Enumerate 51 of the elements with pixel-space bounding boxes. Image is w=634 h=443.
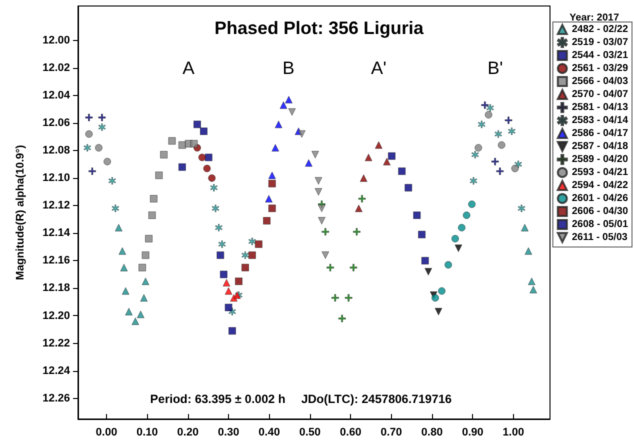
x-tick-label: 0.00 [96, 426, 118, 438]
x-tick-label: 0.80 [421, 426, 443, 438]
y-tick-label: 12.12 [42, 200, 70, 212]
legend-label: 2519 - 03/07 [572, 37, 628, 48]
legend-title: Year: 2017 [570, 12, 620, 24]
annotation: B' [488, 58, 503, 78]
y-tick-label: 12.04 [42, 89, 71, 102]
x-tick-label: 0.40 [258, 426, 280, 438]
x-tick-label: 0.50 [299, 426, 321, 438]
x-tick-label: 0.60 [340, 426, 362, 438]
x-tick-label: 0.10 [136, 426, 158, 438]
legend-label: 2608 - 05/01 [572, 219, 628, 230]
annotation: Period: 63.395 ± 0.002 h [150, 392, 286, 406]
legend-label: 2606 - 04/30 [572, 206, 628, 217]
annotation: A [182, 58, 194, 78]
y-tick-label: 12.22 [42, 337, 70, 350]
legend-label: 2586 - 04/17 [572, 128, 628, 139]
legend-label: 2594 - 04/22 [572, 180, 628, 191]
x-tick-label: 0.70 [380, 426, 402, 438]
y-axis-title: Magnitude(R) alpha(10.9°) [14, 144, 26, 280]
y-tick-label: 12.14 [42, 227, 71, 240]
legend-label: 2589 - 04/20 [572, 154, 628, 165]
x-tick-label: 0.90 [462, 426, 484, 438]
annotation: B [282, 58, 295, 78]
y-tick-label: 12.00 [42, 34, 70, 46]
legend-label: 2482 - 02/22 [572, 24, 628, 35]
x-tick-label: 0.30 [218, 426, 240, 438]
legend-label: 2544 - 03/21 [572, 50, 628, 61]
legend-label: 2570 - 04/07 [572, 89, 628, 100]
y-tick-label: 12.18 [42, 282, 70, 294]
y-tick-label: 12.06 [42, 117, 70, 130]
y-tick-label: 12.02 [42, 62, 70, 74]
y-tick-label: 12.16 [42, 254, 70, 267]
y-tick-label: 12.26 [42, 392, 70, 404]
legend-label: 2611 - 05/03 [572, 232, 628, 243]
legend-label: 2561 - 03/29 [572, 63, 628, 74]
legend-label: 2566 - 04/03 [572, 76, 628, 87]
y-tick-label: 12.08 [42, 144, 70, 157]
annotation: A' [370, 58, 386, 78]
x-tick-label: 0.20 [177, 426, 199, 438]
legend-label: 2581 - 04/13 [572, 102, 628, 113]
legend-label: 2587 - 04/18 [572, 141, 628, 152]
y-tick-label: 12.24 [42, 364, 71, 377]
legend-label: 2583 - 04/14 [572, 115, 628, 126]
annotation: JDo(LTC): 2457806.719716 [301, 392, 452, 406]
x-tick-label: 1.00 [502, 426, 524, 438]
legend-label: 2601 - 04/26 [572, 193, 628, 204]
text: Phased Plot: 356 Liguria [214, 18, 425, 38]
y-tick-label: 12.20 [42, 310, 70, 322]
legend-label: 2593 - 04/21 [572, 167, 628, 178]
y-tick-label: 12.10 [42, 172, 70, 184]
